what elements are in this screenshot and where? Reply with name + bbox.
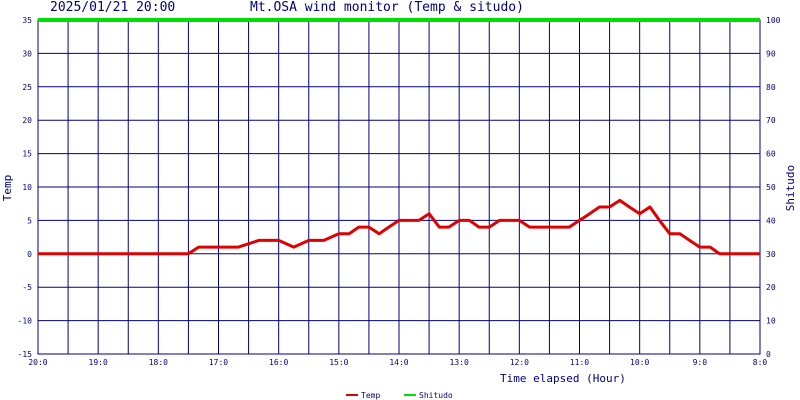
y-tick-label-left: -15: [18, 350, 33, 359]
x-ticks: 20:0 19:0 18:0 17:0 16:0 15:0 14:0 13:0 12:0 11:0…: [28, 358, 767, 367]
y-tick-label-left: -10: [18, 317, 33, 326]
y-tick-label-left: 30: [22, 49, 32, 58]
y-tick-label-right: 70: [766, 116, 776, 125]
chart-title: Mt.OSA wind monitor (Temp & situdo): [250, 0, 524, 15]
x-axis-title: Time elapsed (Hour): [500, 372, 626, 385]
y-tick-label-left: -5: [22, 283, 32, 292]
x-tick-label: 13:0: [450, 358, 469, 367]
y-tick-label-right: 30: [766, 250, 776, 259]
y-tick-label-left: 20: [22, 116, 32, 125]
x-tick-label: 14:0: [389, 358, 408, 367]
series: [38, 18, 760, 256]
x-tick-label: 15:0: [329, 358, 348, 367]
x-tick-label: 9:0: [693, 358, 708, 367]
x-tick-label: 10:0: [630, 358, 649, 367]
grid: [37, 19, 761, 355]
y-tick-label-right: 100: [766, 16, 781, 25]
x-tick-label: 11:0: [570, 358, 589, 367]
y-tick-label-left: 35: [22, 16, 32, 25]
y-ticks-right: 0 10 20 30 40 50 60 70 80 90 100: [766, 16, 781, 359]
series-line-temp: [38, 198, 760, 256]
x-tick-label: 16:0: [269, 358, 288, 367]
legend: Temp Shitudo: [346, 391, 453, 400]
x-tick-label: 19:0: [89, 358, 108, 367]
x-tick-label: 20:0: [28, 358, 47, 367]
x-tick-label: 8:0: [753, 358, 768, 367]
y-axis-title: Temp: [1, 175, 14, 202]
y-tick-label-right: 60: [766, 150, 776, 159]
y-tick-label-left: 0: [27, 250, 32, 259]
legend-label-temp: Temp: [361, 391, 380, 400]
y-tick-label-right: 0: [766, 350, 771, 359]
y-tick-label-right: 80: [766, 83, 776, 92]
y-tick-label-left: 5: [27, 216, 32, 225]
timestamp: 2025/01/21 20:00: [50, 0, 176, 15]
y-tick-label-right: 40: [766, 216, 776, 225]
x-tick-label: 12:0: [510, 358, 529, 367]
y-tick-label-right: 10: [766, 317, 776, 326]
y-tick-label-right: 90: [766, 49, 776, 58]
y-tick-label-right: 50: [766, 183, 776, 192]
y-ticks-left: -15 -10 -5 0 5 10 15 20 25 30 35: [18, 16, 33, 359]
y-tick-label-left: 10: [22, 183, 32, 192]
x-tick-label: 17:0: [209, 358, 228, 367]
y-tick-label-right: 20: [766, 283, 776, 292]
y2-axis-title: Shitudo: [784, 165, 797, 211]
x-tick-label: 18:0: [149, 358, 168, 367]
y-tick-label-left: 15: [22, 150, 32, 159]
y-tick-label-left: 25: [22, 83, 32, 92]
legend-label-shitudo: Shitudo: [419, 391, 453, 400]
